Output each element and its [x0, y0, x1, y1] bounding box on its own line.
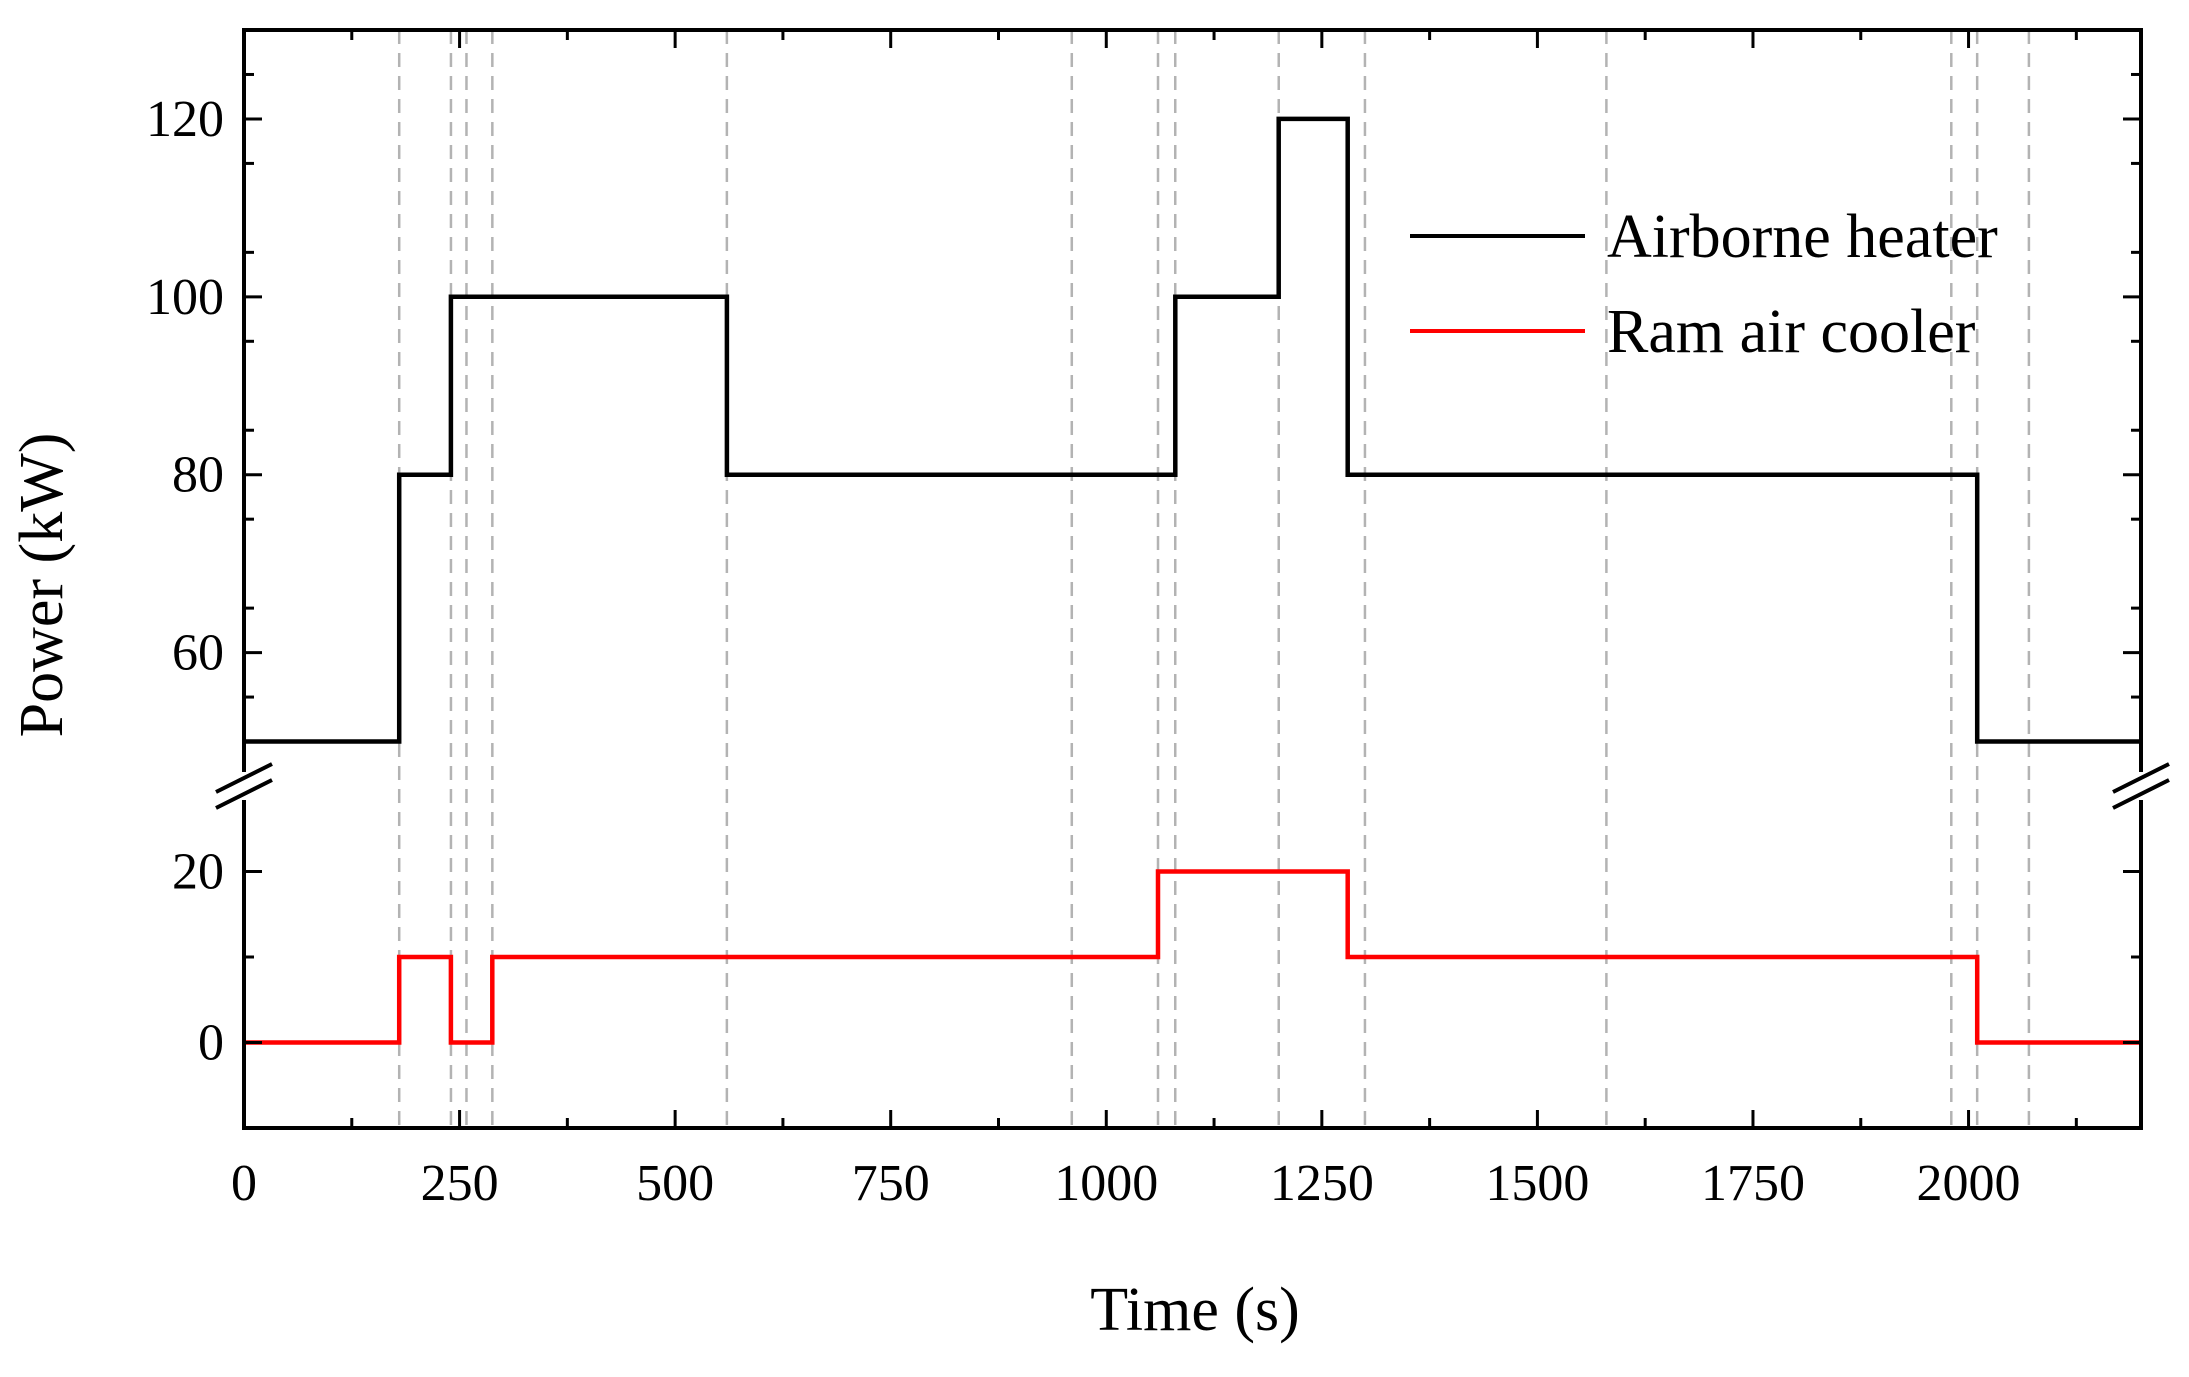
series-line-ram-air-cooler	[244, 869, 2141, 1045]
series-layer	[244, 116, 2141, 1045]
upper-y-tick-label: 60	[172, 625, 224, 682]
lower-y-tick-label: 20	[172, 844, 224, 901]
tick-labels: 0 250 500 750 1000 1250 1500 1750 2000 60 80 100 120…	[146, 91, 2021, 1212]
x-tick-label: 1750	[1701, 1155, 1805, 1212]
legend-label-airborne-heater: Airborne heater	[1607, 203, 1998, 271]
x-axis-title: Time (s)	[1090, 1276, 1300, 1344]
axis-break-mark-left	[215, 762, 273, 794]
tick-marks	[242, 30, 2141, 1128]
legend: Airborne heater Ram air cooler	[1410, 203, 1998, 366]
x-tick-label: 1250	[1270, 1155, 1374, 1212]
x-tick-label: 0	[231, 1155, 257, 1212]
x-tick-label: 1000	[1054, 1155, 1158, 1212]
y-axis-title: Power (kW)	[8, 433, 76, 738]
axis-break-mark-left	[215, 778, 273, 810]
x-tick-label: 750	[852, 1155, 930, 1212]
x-tick-label: 1500	[1485, 1155, 1589, 1212]
axes-frame	[215, 28, 2170, 1130]
x-tick-label: 500	[636, 1155, 714, 1212]
upper-y-tick-label: 80	[172, 447, 224, 504]
axis-break-mark-right	[2112, 778, 2170, 810]
lower-y-tick-label: 0	[198, 1015, 224, 1072]
x-tick-label: 2000	[1917, 1155, 2021, 1212]
x-tick-label: 250	[421, 1155, 499, 1212]
series-line-airborne-heater	[244, 116, 2141, 744]
upper-y-tick-label: 120	[146, 91, 224, 148]
legend-label-ram-air-cooler: Ram air cooler	[1607, 298, 1976, 366]
upper-y-tick-label: 100	[146, 269, 224, 326]
event-lines	[397, 30, 2031, 1128]
axis-break-mark-right	[2112, 762, 2170, 794]
